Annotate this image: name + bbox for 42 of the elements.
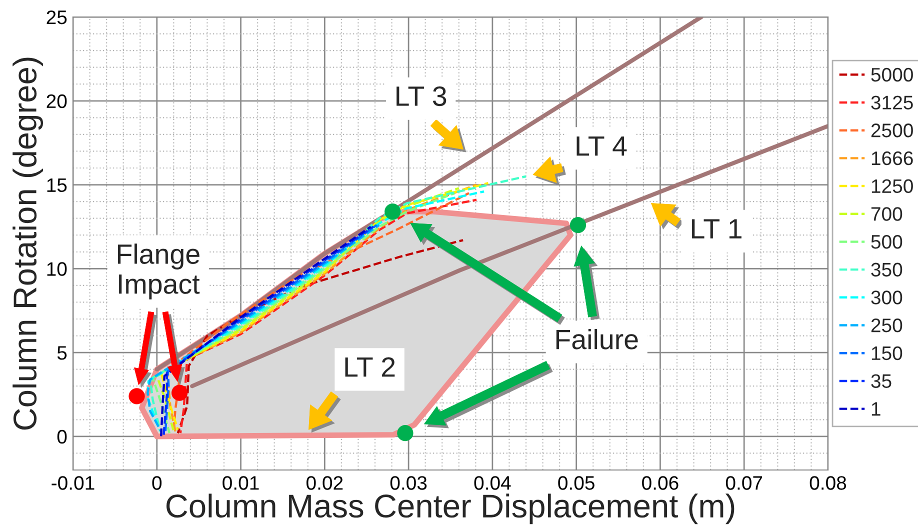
annotation: Failure (556, 328, 638, 350)
x-tick-label: 0.05 (558, 476, 594, 490)
x-tick-label: 0.07 (726, 476, 762, 490)
legend-label: 5000 (871, 68, 913, 82)
x-tick-label: 0 (152, 476, 162, 490)
x-tick-label: 0.01 (222, 476, 259, 490)
annotation: LT 2 (345, 357, 395, 377)
x-tick-label: 0.02 (306, 476, 343, 490)
y-axis-title: Column Rotation (degree) (12, 58, 44, 430)
y-tick-label: 15 (47, 178, 67, 192)
x-tick-label: 0.08 (810, 476, 846, 490)
legend-label: 300 (871, 290, 902, 304)
point (397, 425, 414, 442)
y-tick-label: 25 (46, 10, 67, 24)
legend-label: 35 (871, 374, 892, 388)
x-tick-label: 0.03 (390, 476, 427, 490)
legend-label: 1250 (872, 179, 913, 194)
legend-label: 1666 (872, 151, 913, 166)
legend-label: 2500 (871, 124, 913, 138)
legend-label: 1 (872, 402, 880, 416)
point (171, 384, 188, 401)
y-tick-label: 0 (57, 430, 67, 444)
annotation: LT 3 (396, 86, 446, 106)
legend-label: 3125 (871, 96, 913, 110)
annotation: Flange Impact (118, 244, 200, 300)
point (128, 388, 145, 404)
point (570, 216, 586, 234)
legend-label: 150 (872, 346, 902, 360)
x-tick-label: 0.06 (642, 476, 678, 490)
legend-label: 250 (871, 318, 902, 332)
y-tick-label: 10 (47, 262, 67, 276)
x-axis-title: Column Mass Center Displacement (m) (166, 494, 734, 524)
y-tick-label: 5 (57, 346, 67, 360)
x-tick-label: -0.01 (52, 476, 94, 490)
annotation: LT 1 (692, 219, 742, 238)
legend-label: 500 (871, 234, 902, 249)
legend-label: 700 (871, 207, 902, 221)
y-tick-label: 20 (46, 94, 67, 108)
annotation: LT 4 (576, 136, 627, 156)
legend-label: 350 (871, 262, 902, 277)
point (384, 204, 401, 220)
x-tick-label: 0.04 (474, 476, 511, 490)
